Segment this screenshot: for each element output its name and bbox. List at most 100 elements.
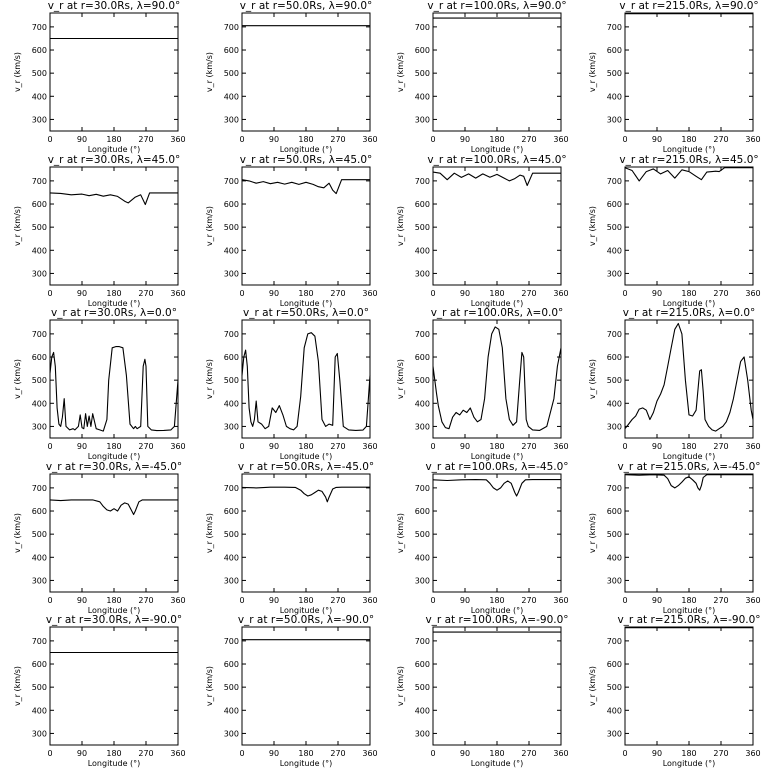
y-tick-label: 300 (224, 576, 239, 585)
y-tick-label: 700 (607, 637, 622, 646)
y-axis-label: v_r (km/s) (13, 666, 22, 706)
y-tick-label: 400 (224, 706, 239, 715)
y-tick-label: 400 (415, 246, 430, 255)
y-tick-label: 600 (415, 200, 430, 209)
series-line (49, 346, 179, 432)
x-tick-label: 180 (681, 596, 696, 605)
plot-frame (624, 473, 754, 593)
x-tick-label: 270 (713, 135, 728, 144)
y-tick-label: 700 (607, 23, 622, 32)
x-tick-label: 360 (553, 289, 568, 298)
x-tick-label: 270 (521, 135, 536, 144)
y-tick-label: 600 (224, 660, 239, 669)
y-tick-label: 500 (32, 376, 47, 385)
plot-frame (432, 626, 562, 746)
series-line (49, 192, 178, 206)
x-tick-label: 270 (521, 749, 536, 758)
y-tick-label: 400 (607, 706, 622, 715)
x-tick-label: 270 (713, 596, 728, 605)
x-tick-label: 270 (138, 289, 153, 298)
y-tick-label: 400 (607, 399, 622, 408)
y-tick-label: 300 (32, 115, 47, 124)
x-tick-label: 90 (269, 135, 279, 144)
x-tick-label: 180 (681, 289, 696, 298)
y-tick-label: 600 (224, 353, 239, 362)
x-tick-label: 0 (430, 749, 435, 758)
y-tick-label: 300 (224, 729, 239, 738)
series-line (241, 486, 370, 503)
y-tick-label: 700 (224, 330, 239, 339)
y-tick-label: 500 (415, 683, 430, 692)
x-tick-label: 360 (553, 596, 568, 605)
x-tick-label: 180 (681, 442, 696, 451)
panel-9: v_r at r=30.0Rs, λ=0.0° 0 90 180 270 360 300 40… (13, 307, 186, 461)
y-tick-label: 500 (415, 530, 430, 539)
y-tick-label: 500 (607, 683, 622, 692)
x-tick-label: 180 (681, 749, 696, 758)
x-tick-label: 90 (652, 596, 662, 605)
y-tick-label: 400 (32, 399, 47, 408)
x-tick-label: 270 (330, 442, 345, 451)
x-tick-label: 90 (460, 442, 470, 451)
y-tick-label: 300 (607, 115, 622, 124)
x-tick-label: 180 (298, 135, 313, 144)
y-tick-label: 700 (32, 23, 47, 32)
x-tick-label: 180 (489, 596, 504, 605)
x-tick-label: 180 (298, 749, 313, 758)
x-axis-label: Longitude (°) (280, 299, 333, 308)
y-tick-label: 600 (32, 200, 47, 209)
y-tick-label: 400 (32, 246, 47, 255)
panel-title: v_r at r=30.0Rs, λ=0.0° (51, 307, 177, 319)
y-tick-label: 300 (224, 269, 239, 278)
x-axis-label: Longitude (°) (663, 145, 716, 154)
y-tick-label: 300 (32, 729, 47, 738)
x-tick-label: 360 (553, 442, 568, 451)
y-tick-label: 600 (32, 46, 47, 55)
x-tick-label: 90 (652, 135, 662, 144)
x-axis-label: Longitude (°) (471, 299, 524, 308)
plot-frame (624, 12, 754, 132)
x-axis-label: Longitude (°) (663, 452, 716, 461)
x-tick-label: 270 (138, 135, 153, 144)
x-tick-label: 0 (47, 749, 52, 758)
x-axis-label: Longitude (°) (471, 145, 524, 154)
x-tick-label: 90 (652, 289, 662, 298)
y-tick-label: 700 (415, 23, 430, 32)
x-tick-label: 0 (430, 442, 435, 451)
x-axis-label: Longitude (°) (471, 606, 524, 615)
panel-4: v_r at r=215.0Rs, λ=90.0° 0 90 180 270 360 300… (588, 0, 761, 154)
x-tick-label: 0 (430, 289, 435, 298)
panel-title: v_r at r=215.0Rs, λ=-45.0° (617, 461, 760, 473)
x-axis-label: Longitude (°) (88, 145, 141, 154)
y-tick-label: 300 (224, 422, 239, 431)
y-tick-label: 600 (607, 660, 622, 669)
x-tick-label: 180 (489, 135, 504, 144)
x-tick-label: 90 (77, 442, 87, 451)
panel-title: v_r at r=30.0Rs, λ=-45.0° (46, 461, 182, 473)
series-line (624, 474, 753, 491)
panel-title: v_r at r=50.0Rs, λ=90.0° (240, 0, 373, 12)
plot-frame (49, 626, 179, 746)
y-axis-label: v_r (km/s) (588, 206, 597, 246)
series-line (241, 332, 371, 431)
x-tick-label: 180 (106, 749, 121, 758)
plot-frame (241, 626, 371, 746)
y-tick-label: 300 (32, 269, 47, 278)
y-tick-label: 400 (415, 706, 430, 715)
x-axis-label: Longitude (°) (88, 606, 141, 615)
y-tick-label: 500 (224, 223, 239, 232)
y-tick-label: 500 (607, 223, 622, 232)
panel-title: v_r at r=50.0Rs, λ=45.0° (240, 154, 373, 166)
x-tick-label: 270 (713, 442, 728, 451)
y-tick-label: 700 (415, 330, 430, 339)
panel-title: v_r at r=215.0Rs, λ=90.0° (619, 0, 758, 12)
x-tick-label: 180 (298, 442, 313, 451)
x-tick-label: 0 (622, 135, 627, 144)
y-tick-label: 600 (607, 353, 622, 362)
y-tick-label: 300 (224, 115, 239, 124)
x-tick-label: 180 (106, 135, 121, 144)
y-tick-label: 500 (32, 69, 47, 78)
x-axis-label: Longitude (°) (88, 299, 141, 308)
y-tick-label: 400 (32, 706, 47, 715)
panel-3: v_r at r=100.0Rs, λ=90.0° 0 90 180 270 360 300… (396, 0, 569, 154)
